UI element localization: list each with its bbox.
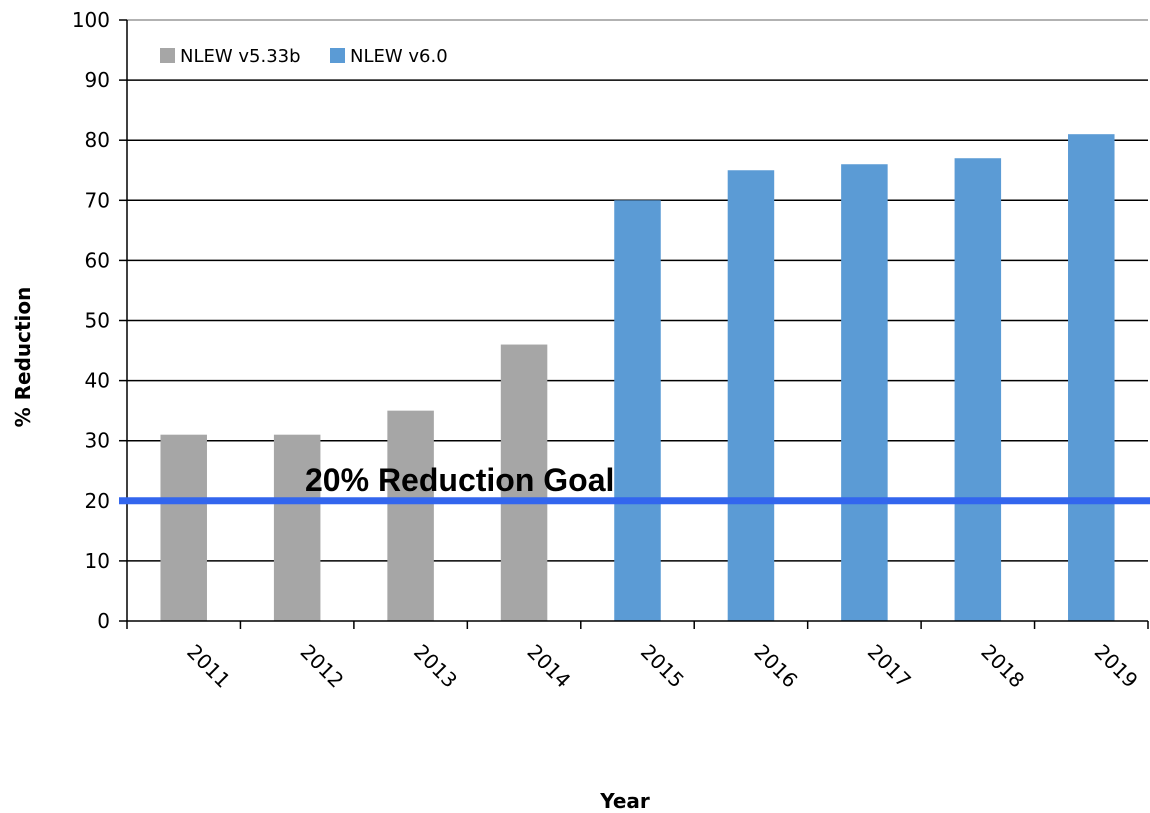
y-tick-label: 30	[85, 429, 110, 453]
legend-label: NLEW v5.33b	[180, 46, 301, 67]
x-tick-label: 2016	[749, 640, 802, 693]
y-tick-label: 60	[85, 248, 110, 272]
bar	[727, 170, 775, 621]
y-axis: 0 10 20 30 40 50 60 70 80 90 100	[72, 8, 128, 633]
y-tick-label: 90	[85, 68, 110, 92]
bar	[841, 164, 888, 622]
y-tick-label: 20	[85, 489, 110, 513]
x-tick-label: 2014	[523, 640, 576, 693]
y-tick-label: 0	[97, 609, 110, 633]
bar	[1068, 134, 1115, 621]
bar	[387, 410, 434, 621]
y-tick-label: 100	[72, 8, 110, 32]
x-tick-label: 2018	[976, 640, 1029, 693]
x-tick-label: 2017	[863, 640, 916, 693]
bars	[160, 134, 1115, 622]
y-tick-label: 10	[85, 549, 110, 573]
legend-label: NLEW v6.0	[350, 46, 448, 67]
x-axis: 2011 2012 2013 2014 2015 2016 2017 2018 2019	[126, 620, 1149, 693]
legend-swatch	[160, 48, 175, 63]
legend-swatch	[330, 48, 345, 63]
goal-label: 20% Reduction Goal	[305, 462, 614, 498]
y-tick-label: 40	[85, 369, 110, 393]
bar	[614, 200, 661, 622]
x-axis-title: Year	[599, 789, 650, 813]
bar	[954, 158, 1002, 622]
bar	[273, 434, 321, 621]
x-tick-label: 2019	[1090, 640, 1143, 693]
legend: NLEW v5.33b NLEW v6.0	[160, 46, 448, 67]
x-tick-label: 2013	[409, 640, 462, 693]
y-tick-label: 50	[85, 309, 110, 333]
y-tick-label: 80	[85, 128, 110, 152]
x-tick-label: 2015	[636, 640, 689, 693]
goal-line-group: 20% Reduction Goal	[119, 462, 1150, 505]
y-tick-label: 70	[85, 188, 110, 212]
y-axis-title: % Reduction	[11, 287, 35, 428]
bar	[500, 344, 548, 621]
bar	[160, 434, 207, 621]
x-tick-label: 2011	[182, 640, 235, 693]
x-tick-label: 2012	[296, 640, 349, 693]
